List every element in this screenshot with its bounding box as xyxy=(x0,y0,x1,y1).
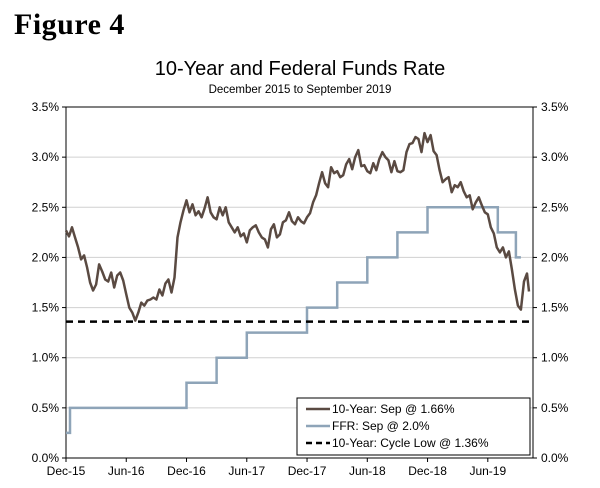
y-axis-left: 0.0% 0.5% 1.0% 1.5% 2.0% 2.5% 3.0% 3.5% xyxy=(32,100,66,465)
x-axis: Dec-15 Jun-16 Dec-16 Jun-17 Dec-17 Jun-18 Dec-… xyxy=(47,458,506,478)
x-tick-label: Jun-18 xyxy=(349,464,386,478)
series-line-ten-year xyxy=(64,131,531,322)
y-tick-label-right: 2.0% xyxy=(541,250,569,264)
y-tick-label-left: 3.0% xyxy=(32,150,60,164)
legend-label-ffr: FFR: Sep @ 2.0% xyxy=(332,419,430,433)
y-axis-right: 0.0% 0.5% 1.0% 1.5% 2.0% 2.5% 3.0% 3.5% xyxy=(533,100,569,465)
y-tick-label-right: 2.5% xyxy=(541,200,569,214)
x-tick-label: Jun-16 xyxy=(108,464,145,478)
y-tick-label-right: 3.5% xyxy=(541,100,569,114)
x-tick-label: Dec-18 xyxy=(408,464,447,478)
y-tick-label-left: 1.0% xyxy=(32,351,60,365)
legend-box xyxy=(296,397,531,456)
y-tick-label-left: 2.0% xyxy=(32,250,60,264)
series-line-ffr xyxy=(66,206,521,435)
y-tick-label-right: 1.5% xyxy=(541,301,569,315)
chart-subtitle: December 2015 to September 2019 xyxy=(208,84,392,96)
figure-label: Figure 4 xyxy=(14,8,125,41)
legend: 10-Year: Sep @ 1.66% FFR: Sep @ 2.0% 10-… xyxy=(296,397,531,456)
chart-title: 10-Year and Federal Funds Rate xyxy=(154,58,446,80)
y-tick-label-left: 0.5% xyxy=(32,401,60,415)
y-tick-label-left: 3.5% xyxy=(32,100,60,114)
y-tick-label-right: 1.0% xyxy=(541,351,569,365)
x-tick-label: Dec-16 xyxy=(167,464,206,478)
y-tick-label-left: 0.0% xyxy=(32,451,60,465)
y-tick-label-right: 3.0% xyxy=(541,150,569,164)
y-tick-label-right: 0.0% xyxy=(541,451,569,465)
plot-area-border xyxy=(65,106,534,459)
x-tick-label: Dec-15 xyxy=(47,464,86,478)
y-tick-label-right: 0.5% xyxy=(541,401,569,415)
x-tick-label: Jun-17 xyxy=(228,464,265,478)
legend-label-cycle-low: 10-Year: Cycle Low @ 1.36% xyxy=(332,436,489,450)
y-tick-label-left: 2.5% xyxy=(32,200,60,214)
y-tick-label-left: 1.5% xyxy=(32,301,60,315)
x-tick-label: Jun-19 xyxy=(469,464,506,478)
legend-label-ten-year: 10-Year: Sep @ 1.66% xyxy=(332,402,455,416)
x-tick-label: Dec-17 xyxy=(288,464,327,478)
